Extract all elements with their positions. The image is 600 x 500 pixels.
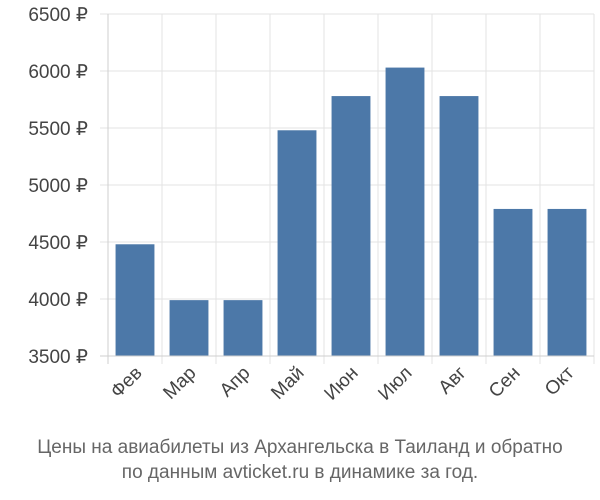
bar-8 — [493, 208, 533, 356]
bar-3 — [223, 300, 263, 356]
x-tick-label: Май — [267, 363, 308, 404]
y-tick-label: 3500 ₽ — [28, 347, 88, 368]
x-tick-label: Мар — [159, 363, 200, 404]
bar-1 — [115, 244, 155, 356]
y-tick-label: 4000 ₽ — [28, 290, 88, 311]
bar-6 — [385, 67, 425, 356]
chart-caption-line-2: по данным avticket.ru в динамике за год. — [121, 462, 479, 483]
y-axis-ticks: 3500 ₽ 4000 ₽ 4500 ₽ 5000 ₽ 5500 ₽ 6000 ₽ 6500… — [28, 5, 88, 368]
bar-2 — [169, 300, 209, 356]
bar-4 — [277, 130, 317, 356]
x-tick-label: Июл — [374, 363, 416, 405]
y-tick-label: 6500 ₽ — [28, 5, 88, 26]
x-tick-label: Окт — [541, 362, 579, 400]
x-tick-label: Авг — [435, 363, 471, 399]
bar-5 — [331, 96, 371, 356]
x-tick-label: Фев — [107, 363, 147, 403]
chart-caption-line-1: Цены на авиабилеты из Архангельска в Таи… — [37, 437, 563, 458]
y-tick-label: 6000 ₽ — [28, 62, 88, 83]
bars — [115, 67, 587, 356]
y-tick-label: 5000 ₽ — [28, 176, 88, 197]
x-tick-label: Июн — [321, 363, 363, 405]
x-tick-label: Сен — [485, 363, 524, 402]
bar-9 — [547, 208, 587, 356]
axes — [100, 14, 594, 364]
bar-7 — [439, 96, 479, 356]
y-tick-label: 5500 ₽ — [28, 119, 88, 140]
x-tick-label: Апр — [216, 363, 255, 402]
y-tick-label: 4500 ₽ — [28, 233, 88, 254]
x-axis-ticks: Фев Мар Апр Май Июн Июл Авг Сен Окт — [107, 362, 579, 404]
